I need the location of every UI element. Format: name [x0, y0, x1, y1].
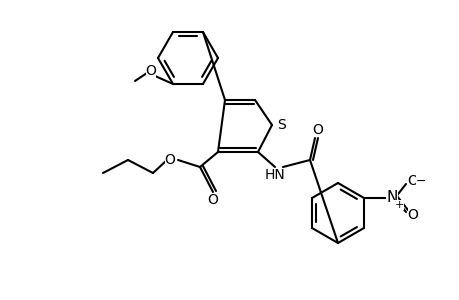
Text: O: O: [312, 123, 323, 137]
Text: O: O: [145, 64, 156, 78]
Text: O: O: [164, 153, 175, 167]
Text: S: S: [277, 118, 286, 132]
Text: +: +: [393, 200, 403, 210]
Text: O: O: [407, 174, 418, 188]
Text: HN: HN: [264, 168, 285, 182]
Text: −: −: [415, 175, 425, 188]
Text: O: O: [407, 208, 418, 222]
Text: N: N: [386, 190, 397, 206]
Text: O: O: [207, 193, 218, 207]
